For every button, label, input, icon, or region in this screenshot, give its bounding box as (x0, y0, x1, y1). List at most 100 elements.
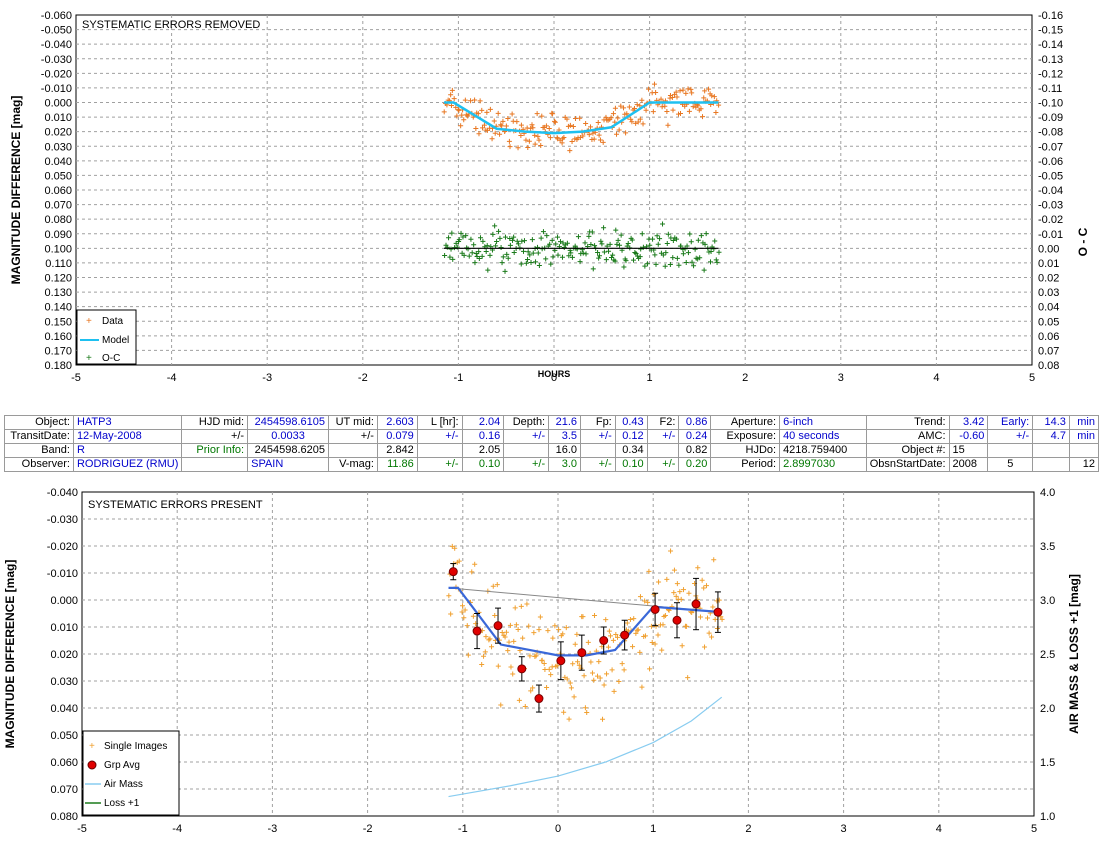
data-point (505, 255, 511, 261)
data-point (583, 251, 589, 257)
data-point (468, 98, 474, 104)
data-point (535, 133, 541, 139)
group-average-point (691, 599, 701, 609)
data-point (478, 235, 484, 241)
data-point (680, 251, 686, 257)
y-tick-label: 0.040 (44, 156, 72, 168)
data-point (684, 623, 690, 629)
exposure-value: 40 seconds (779, 429, 867, 444)
data-point (549, 237, 555, 243)
data-point (487, 106, 493, 112)
data-point (564, 676, 570, 682)
series-lines (444, 101, 719, 249)
data-point (599, 241, 605, 247)
data-point (617, 242, 623, 248)
data-point (542, 667, 548, 673)
data-point (652, 252, 658, 258)
data-point (703, 583, 709, 589)
data-point (479, 107, 485, 113)
data-point (536, 263, 542, 269)
data-point (644, 261, 650, 267)
data-point (584, 710, 590, 716)
data-point (671, 590, 677, 596)
data-point (498, 702, 504, 708)
data-point (653, 89, 659, 95)
data-point (638, 246, 644, 252)
y-tick-label: -0.040 (41, 39, 72, 51)
band-value: R (72, 443, 183, 458)
empty-cell (181, 457, 249, 472)
data-point (494, 238, 500, 244)
group-average-point (713, 607, 723, 617)
data-point (490, 231, 496, 237)
empty-cell (328, 443, 378, 458)
data-point (487, 636, 493, 642)
data-point (512, 605, 518, 611)
y-tick-label: 0.050 (50, 730, 78, 742)
data-point (456, 107, 462, 113)
data-point (497, 235, 503, 241)
y-tick-label: 0.080 (44, 214, 72, 226)
data-point (578, 251, 584, 257)
data-point (480, 125, 486, 131)
obs-year-value: 2008 (948, 457, 989, 472)
grid (76, 15, 1032, 365)
transit-date-value: 12-May-2008 (72, 429, 183, 444)
vmag-label: V-mag: (328, 457, 378, 472)
data-point (480, 238, 486, 244)
data-point (588, 659, 594, 665)
data-point (681, 587, 687, 593)
data-point (627, 616, 633, 622)
empty-cell (580, 443, 616, 458)
data-point (572, 115, 578, 121)
data-point (635, 253, 641, 259)
data-point (580, 133, 586, 139)
data-point (466, 253, 472, 259)
x-tick-label: 1 (650, 823, 656, 835)
data-point (481, 653, 487, 659)
data-point (454, 113, 460, 119)
data-point (492, 130, 498, 136)
y2-tick-label: 2.0 (1040, 703, 1055, 715)
pm-label: +/- (181, 429, 249, 444)
data-point (489, 644, 495, 650)
y2-tick-label: 2.5 (1040, 649, 1055, 661)
data-point (670, 237, 676, 243)
data-point (648, 623, 654, 629)
y2-tick-label: -0.15 (1038, 25, 1063, 37)
y2-tick-label: -0.03 (1038, 200, 1063, 212)
data-point (506, 138, 512, 144)
data-point (548, 672, 554, 678)
data-point (500, 118, 506, 124)
y-tick-label: -0.010 (47, 568, 78, 580)
data-point (654, 233, 660, 239)
y-tick-label: 0.000 (44, 98, 72, 110)
data-point (586, 233, 592, 239)
data-point (642, 633, 648, 639)
legend-box (82, 730, 180, 816)
data-point (539, 657, 545, 663)
data-point (653, 623, 659, 629)
y2-tick-label: -0.06 (1038, 156, 1063, 168)
data-point (660, 622, 666, 628)
data-point (533, 653, 539, 659)
early-unit: min (1068, 415, 1099, 430)
data-point (476, 256, 482, 262)
l-err-value: 0.16 (461, 429, 505, 444)
data-point (621, 105, 627, 111)
chart-title: SYSTEMATIC ERRORS REMOVED (82, 19, 260, 31)
data-point (689, 90, 695, 96)
grid (82, 492, 1034, 816)
ut-err-value: 0.079 (376, 429, 418, 444)
band-label: Band: (4, 443, 74, 458)
data-point (520, 248, 526, 254)
data-point (634, 627, 640, 633)
x-tick-label: -3 (262, 372, 272, 384)
y-tick-label: 0.090 (44, 229, 72, 241)
data-point (690, 104, 696, 110)
data-point (596, 659, 602, 665)
data-point (665, 122, 671, 128)
data-point (527, 252, 533, 258)
data-point (697, 255, 703, 261)
data-point (561, 135, 567, 141)
